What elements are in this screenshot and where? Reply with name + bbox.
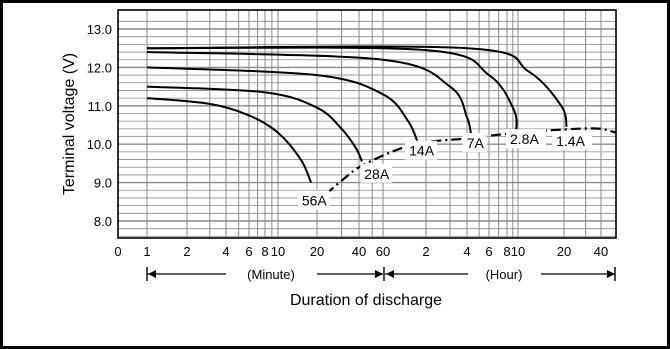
x-tick-label: 20 bbox=[310, 244, 324, 259]
curve-label: 56A bbox=[302, 193, 328, 209]
curve-label-bg bbox=[405, 140, 438, 160]
curve-label-bg bbox=[462, 133, 487, 153]
curve-label: 2.8A bbox=[510, 131, 539, 147]
x-tick-label: 6 bbox=[245, 244, 252, 259]
y-tick-label: 8.0 bbox=[94, 214, 112, 229]
x-axis-title: Duration of discharge bbox=[290, 292, 442, 309]
time-range-indicators: (Minute) (Hour) bbox=[146, 267, 616, 282]
curve-label: 1.4A bbox=[556, 133, 585, 149]
x-tick-label: 6 bbox=[485, 244, 492, 259]
x-tick-label: 2 bbox=[183, 244, 190, 259]
curve-label: 14A bbox=[409, 143, 435, 159]
y-tick-label: 12.0 bbox=[87, 60, 112, 75]
series-line-14a bbox=[146, 66, 419, 143]
x-tick-label: 40 bbox=[352, 244, 366, 259]
y-tick-label: 13.0 bbox=[87, 22, 112, 37]
tick-labels: 13.012.011.010.09.08.00 1 2 4 6 8 10 20 40 60 2 4 6 8… bbox=[87, 22, 609, 259]
curve-label-bg bbox=[552, 131, 593, 151]
curve-label: 28A bbox=[364, 166, 390, 182]
x-tick-label: 4 bbox=[222, 244, 229, 259]
arrow-head-icon bbox=[148, 270, 156, 278]
hour-range-label: (Hour) bbox=[486, 267, 523, 282]
x-tick-label: 0 bbox=[114, 244, 121, 259]
y-tick-label: 9.0 bbox=[94, 176, 112, 191]
curve-label-bg bbox=[297, 190, 330, 210]
minute-range-label: (Minute) bbox=[247, 267, 295, 282]
y-axis-title: Terminal voltage (V) bbox=[61, 53, 78, 195]
x-tick-label: 8 bbox=[261, 244, 268, 259]
y-tick-label: 11.0 bbox=[88, 99, 112, 114]
x-tick-label: 1 bbox=[143, 244, 150, 259]
x-tick-label: 10 bbox=[271, 244, 285, 259]
x-tick-label: 8 bbox=[503, 244, 510, 259]
curve-label-bg bbox=[360, 163, 393, 183]
curve-label: 7A bbox=[467, 135, 485, 151]
curve-label-bg bbox=[506, 129, 547, 149]
plot-border bbox=[117, 9, 617, 239]
x-tick-label: 4 bbox=[463, 244, 470, 259]
series-line-56a bbox=[146, 97, 313, 184]
x-tick-label: 2 bbox=[422, 244, 429, 259]
x-tick-label: 20 bbox=[557, 244, 571, 259]
series-line-7a bbox=[146, 51, 473, 137]
curve-labels: 56A 28A 14A 7A 2.8A 1.4A bbox=[297, 129, 593, 210]
arrow-head-icon bbox=[375, 270, 383, 278]
series-line-1-4a bbox=[146, 45, 568, 128]
series-line-28a bbox=[146, 85, 363, 162]
y-tick-label: 10.0 bbox=[87, 137, 112, 152]
arrow-head-icon bbox=[386, 270, 394, 278]
x-tick-label: 10 bbox=[511, 244, 525, 259]
x-tick-label: 60 bbox=[376, 244, 390, 259]
x-tick-label: 40 bbox=[594, 244, 608, 259]
arrow-head-icon bbox=[607, 270, 615, 278]
